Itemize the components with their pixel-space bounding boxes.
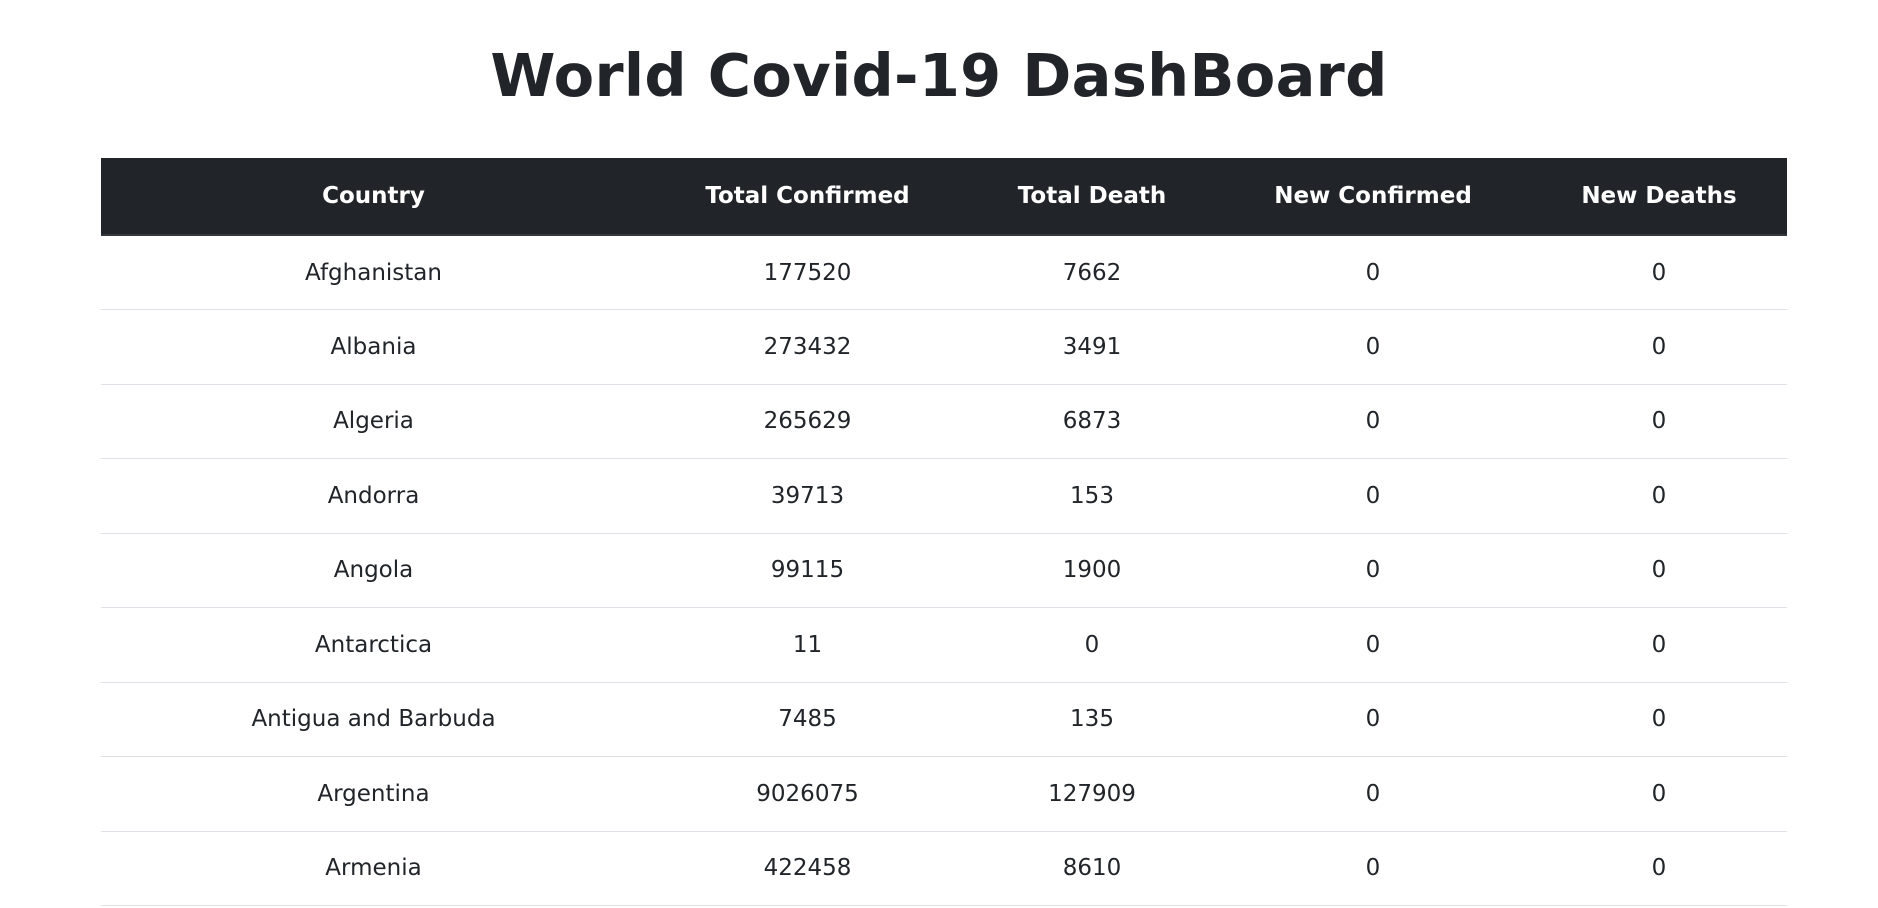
cell-total-death: 3491 [969,309,1215,385]
cell-total-death: 8610 [969,831,1215,906]
cell-total-death: 127909 [969,756,1215,832]
cell-new-deaths: 0 [1531,384,1787,459]
cell-new-deaths: 0 [1531,309,1787,385]
cell-total-death: 153 [969,458,1215,534]
table-row: Argentina 9026075 127909 0 0 [101,756,1787,832]
table-body: Afghanistan 177520 7662 0 0 Albania 2734… [101,235,1787,906]
header-total-confirmed: Total Confirmed [646,158,969,236]
cell-country: Argentina [101,756,646,832]
table-row: Antarctica 11 0 0 0 [101,607,1787,683]
cell-country: Algeria [101,384,646,459]
cell-new-confirmed: 0 [1215,458,1531,534]
cell-new-confirmed: 0 [1215,682,1531,757]
cell-country: Angola [101,533,646,608]
cell-new-deaths: 0 [1531,831,1787,906]
cell-total-confirmed: 9026075 [646,756,969,832]
cell-new-deaths: 0 [1531,607,1787,683]
cell-new-deaths: 0 [1531,682,1787,757]
cell-total-confirmed: 11 [646,607,969,683]
cell-new-confirmed: 0 [1215,384,1531,459]
cell-country: Armenia [101,831,646,906]
table-row: Armenia 422458 8610 0 0 [101,831,1787,906]
cell-new-deaths: 0 [1531,756,1787,832]
cell-new-deaths: 0 [1531,235,1787,310]
header-new-deaths: New Deaths [1531,158,1787,236]
cell-total-confirmed: 177520 [646,235,969,310]
cell-total-confirmed: 7485 [646,682,969,757]
table-header-row: Country Total Confirmed Total Death New … [101,158,1787,236]
table-row: Algeria 265629 6873 0 0 [101,384,1787,459]
cell-total-death: 135 [969,682,1215,757]
table-row: Afghanistan 177520 7662 0 0 [101,235,1787,310]
page-title: World Covid-19 DashBoard [490,41,1388,110]
cell-new-confirmed: 0 [1215,309,1531,385]
cell-total-confirmed: 39713 [646,458,969,534]
cell-total-death: 1900 [969,533,1215,608]
cell-new-deaths: 0 [1531,458,1787,534]
cell-total-death: 7662 [969,235,1215,310]
table-row: Albania 273432 3491 0 0 [101,309,1787,385]
header-total-death: Total Death [969,158,1215,236]
cell-total-death: 0 [969,607,1215,683]
cell-country: Antigua and Barbuda [101,682,646,757]
cell-total-confirmed: 265629 [646,384,969,459]
covid-table: Country Total Confirmed Total Death New … [101,158,1787,906]
cell-new-confirmed: 0 [1215,831,1531,906]
cell-new-confirmed: 0 [1215,533,1531,608]
cell-country: Andorra [101,458,646,534]
cell-total-death: 6873 [969,384,1215,459]
header-country: Country [101,158,646,236]
cell-country: Afghanistan [101,235,646,310]
table-header: Country Total Confirmed Total Death New … [101,158,1787,236]
table-row: Andorra 39713 153 0 0 [101,458,1787,534]
cell-total-confirmed: 99115 [646,533,969,608]
table-row: Angola 99115 1900 0 0 [101,533,1787,608]
cell-new-deaths: 0 [1531,533,1787,608]
cell-new-confirmed: 0 [1215,235,1531,310]
table-row: Antigua and Barbuda 7485 135 0 0 [101,682,1787,757]
cell-new-confirmed: 0 [1215,756,1531,832]
cell-country: Albania [101,309,646,385]
cell-total-confirmed: 273432 [646,309,969,385]
cell-new-confirmed: 0 [1215,607,1531,683]
cell-total-confirmed: 422458 [646,831,969,906]
covid-table-container: Country Total Confirmed Total Death New … [101,158,1787,906]
cell-country: Antarctica [101,607,646,683]
header-new-confirmed: New Confirmed [1215,158,1531,236]
